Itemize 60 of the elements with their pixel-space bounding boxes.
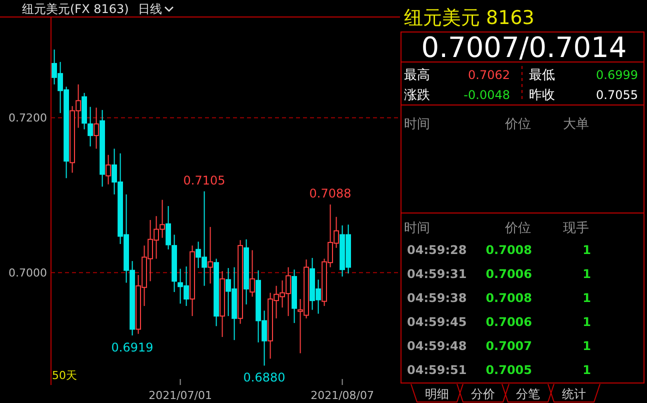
- text: 0.7005: [486, 363, 532, 377]
- text: 0.7007/0.7014: [421, 31, 627, 64]
- text: 04:59:31: [407, 267, 467, 281]
- x-tick-label: 2021/07/01: [148, 389, 212, 402]
- text: 分笔: [516, 387, 540, 401]
- text: -0.0048: [464, 88, 510, 102]
- candlestick: [244, 238, 249, 305]
- candlestick: [100, 109, 105, 188]
- text: 1: [582, 243, 591, 257]
- chart-title: 纽元美元(FX 8163): [22, 2, 129, 16]
- text: 1: [582, 291, 591, 305]
- text: 1: [582, 267, 591, 281]
- y-tick-label: 0.7200: [8, 112, 47, 125]
- text: 0.7008: [486, 291, 532, 305]
- text: 昨收: [529, 88, 555, 103]
- candlestick: [292, 269, 297, 324]
- text: 大单: [563, 117, 589, 132]
- candlestick: [220, 270, 225, 338]
- text: 价位: [504, 221, 531, 236]
- annotation: 0.6919: [111, 340, 154, 354]
- candlestick: [82, 92, 87, 130]
- candlestick: [208, 226, 213, 284]
- text: 0.7062: [468, 68, 510, 82]
- text: 0.7007: [486, 339, 532, 353]
- annotation: 0.7088: [309, 186, 352, 200]
- text: 时间: [404, 221, 430, 236]
- text: 0.7055: [596, 88, 638, 102]
- text: 04:59:28: [407, 243, 467, 257]
- text: 明细: [425, 387, 449, 401]
- text: 04:59:48: [407, 339, 467, 353]
- text: 分价: [471, 387, 495, 401]
- text: 涨跌: [404, 88, 430, 103]
- text: 价位: [504, 117, 531, 132]
- annotation: 0.7105: [183, 173, 226, 188]
- chart-subtitle: 日线: [138, 2, 162, 16]
- y-tick-label: 0.7000: [8, 266, 47, 280]
- text: 现手: [563, 221, 589, 236]
- candlestick: [88, 106, 93, 147]
- text: 04:59:51: [407, 363, 467, 377]
- candlestick: [214, 258, 219, 327]
- text: 0.7008: [486, 243, 532, 257]
- text: 最低: [529, 68, 555, 83]
- annotation: 0.6880: [243, 370, 286, 385]
- annotation: 50天: [52, 369, 77, 382]
- text: 0.7006: [486, 315, 532, 329]
- text: 0.7006: [486, 267, 532, 281]
- text: 0.6999: [596, 68, 638, 82]
- text: 04:59:45: [407, 315, 467, 329]
- text: 1: [582, 315, 591, 329]
- text: 1: [582, 339, 591, 353]
- candlestick: [238, 240, 243, 324]
- candlestick: [106, 154, 111, 185]
- text: 1: [582, 363, 591, 377]
- text: 时间: [404, 117, 430, 132]
- text: 04:59:38: [407, 291, 467, 305]
- candlestick: [94, 107, 99, 150]
- text: 纽元美元 8163: [404, 7, 534, 29]
- x-tick-label: 2021/08/07: [310, 389, 374, 402]
- text: 统计: [562, 387, 586, 401]
- text: 最高: [404, 67, 430, 83]
